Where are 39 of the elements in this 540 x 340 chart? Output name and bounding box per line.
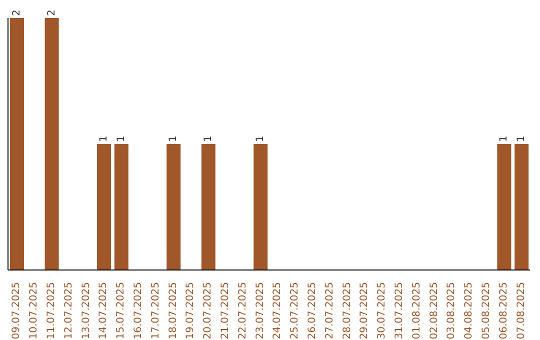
x-tick-label: 01.08.2025 <box>411 282 422 340</box>
data-label: 1 <box>116 136 127 142</box>
x-tick-label: 23.07.2025 <box>254 282 266 340</box>
x-tick-label: 05.08.2025 <box>481 282 492 340</box>
x-tick-label: 31.07.2025 <box>394 282 405 340</box>
x-tick-label: 21.07.2025 <box>220 282 231 340</box>
x-tick-label: 04.08.2025 <box>464 282 475 340</box>
x-tick-label: 18.07.2025 <box>168 282 179 340</box>
data-label: 1 <box>255 136 266 142</box>
x-tick-label: 28.07.2025 <box>342 282 353 340</box>
data-label: 2 <box>46 10 58 16</box>
x-tick-label: 25.07.2025 <box>290 282 301 340</box>
x-tick-label: 29.07.2025 <box>359 282 370 340</box>
x-tick-label: 16.07.2025 <box>133 282 144 340</box>
x-tick-label: 14.07.2025 <box>98 282 110 340</box>
data-label: 1 <box>168 136 180 142</box>
x-tick-label: 20.07.2025 <box>202 282 214 340</box>
data-label: 1 <box>498 136 510 142</box>
x-tick-label: 11.07.2025 <box>46 282 57 340</box>
x-tick-label: 07.08.2025 <box>516 282 527 340</box>
x-tick-label: 19.07.2025 <box>185 282 196 340</box>
x-tick-label: 27.07.2025 <box>324 282 336 340</box>
data-label: 1 <box>516 136 528 142</box>
x-tick-label: 10.07.2025 <box>28 282 40 340</box>
x-tick-label: 22.07.2025 <box>237 282 248 340</box>
x-tick-label: 30.07.2025 <box>376 282 388 340</box>
x-tick-label: 15.07.2025 <box>116 282 127 340</box>
data-label: 2 <box>12 10 22 16</box>
x-tick-label: 13.07.2025 <box>80 282 92 340</box>
x-tick-label: 09.07.2025 <box>11 282 22 340</box>
x-tick-label: 24.07.2025 <box>272 282 284 340</box>
x-tick-label: 17.07.2025 <box>150 282 162 340</box>
data-label: 1 <box>98 136 110 142</box>
x-tick-label: 12.07.2025 <box>63 282 74 340</box>
x-tick-label: 02.08.2025 <box>428 282 440 340</box>
x-tick-label: 06.08.2025 <box>498 282 510 340</box>
x-tick-label: 03.08.2025 <box>446 282 458 340</box>
x-tick-label: 26.07.2025 <box>307 282 318 340</box>
data-label: 1 <box>202 136 214 142</box>
